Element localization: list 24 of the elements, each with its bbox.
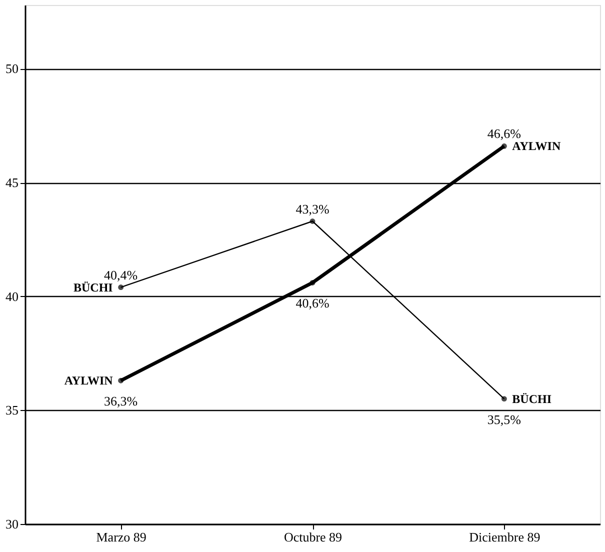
point — [501, 396, 507, 402]
y-tick-label: 30 — [6, 516, 18, 532]
point — [118, 284, 124, 290]
data-label: 35,5% — [487, 412, 522, 427]
text: BÜCHI — [73, 280, 113, 294]
data-label: 40,6% — [296, 296, 330, 311]
x-tick-label: Diciembre 89 — [469, 530, 540, 544]
point — [310, 218, 316, 224]
data-label: 36,3% — [104, 394, 138, 409]
x-tick-label: Octubre 89 — [284, 530, 342, 544]
text: AYLWIN — [64, 374, 113, 388]
data-label: 46,6% — [487, 126, 522, 142]
point — [118, 378, 124, 384]
data-label: 40,4% — [104, 267, 138, 282]
y-tick-label: 40 — [6, 288, 18, 304]
y-tick-label: 45 — [6, 175, 18, 190]
point — [501, 143, 507, 149]
y-tick-label: 50 — [6, 61, 18, 76]
series-label: AYLWIN — [512, 139, 561, 154]
x-tick-label: Marzo 89 — [96, 530, 146, 544]
y-tick-label: 35 — [6, 402, 18, 418]
point — [310, 280, 316, 286]
series-label: BÜCHI — [512, 392, 552, 406]
data-label: 43,3% — [296, 201, 330, 216]
